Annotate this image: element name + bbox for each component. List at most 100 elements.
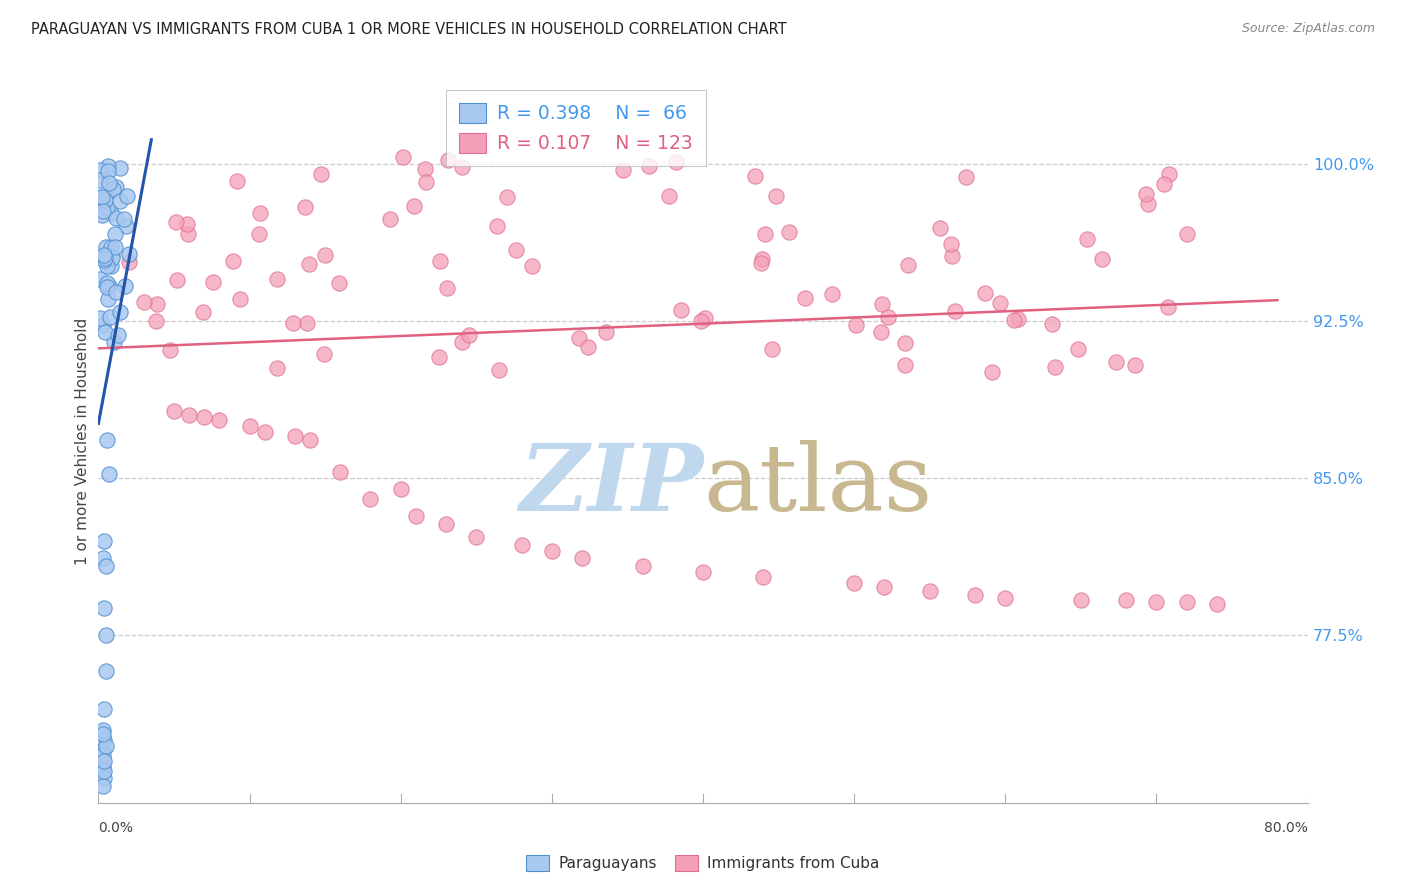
Point	[897, 258, 920, 272]
Text: atlas: atlas	[703, 440, 932, 530]
Point	[98, 467, 121, 481]
Point	[1177, 227, 1199, 242]
Point	[108, 161, 131, 175]
Point	[457, 328, 479, 343]
Point	[434, 517, 457, 532]
Point	[360, 492, 382, 507]
Point	[744, 169, 766, 184]
Point	[943, 303, 966, 318]
Point	[994, 591, 1017, 605]
Point	[159, 343, 181, 357]
Point	[97, 292, 120, 306]
Y-axis label: 1 or more Vehicles in Household: 1 or more Vehicles in Household	[75, 318, 90, 566]
Point	[693, 311, 716, 326]
Point	[1157, 167, 1180, 181]
Point	[132, 295, 155, 310]
Point	[312, 346, 335, 360]
Point	[1067, 342, 1090, 356]
Point	[765, 188, 787, 202]
Point	[93, 534, 115, 549]
Point	[1007, 311, 1029, 326]
Point	[980, 365, 1002, 379]
Point	[778, 225, 800, 239]
Point	[91, 760, 114, 774]
Point	[870, 297, 893, 311]
Point	[402, 199, 425, 213]
Point	[793, 292, 815, 306]
Point	[576, 340, 599, 354]
Point	[101, 251, 124, 265]
Point	[165, 214, 187, 228]
Point	[761, 343, 783, 357]
Point	[117, 254, 139, 268]
Point	[93, 318, 115, 333]
Point	[540, 544, 562, 558]
Point	[1206, 597, 1229, 611]
Point	[314, 248, 336, 262]
Point	[465, 530, 488, 544]
Point	[941, 249, 963, 263]
Point	[389, 482, 412, 496]
Point	[93, 253, 115, 268]
Point	[100, 249, 122, 263]
Point	[451, 161, 474, 175]
Point	[89, 162, 111, 177]
Text: 80.0%: 80.0%	[1264, 821, 1308, 835]
Point	[89, 173, 111, 187]
Point	[112, 212, 135, 227]
Text: Source: ZipAtlas.com: Source: ZipAtlas.com	[1241, 22, 1375, 36]
Point	[91, 204, 114, 219]
Point	[96, 276, 118, 290]
Point	[845, 318, 868, 332]
Point	[94, 251, 117, 265]
Point	[413, 162, 436, 177]
Point	[100, 239, 122, 253]
Point	[692, 566, 714, 580]
Legend: R = 0.398    N =  66, R = 0.107    N = 123: R = 0.398 N = 66, R = 0.107 N = 123	[446, 90, 706, 166]
Point	[988, 296, 1011, 310]
Point	[309, 167, 332, 181]
Point	[266, 272, 288, 286]
Point	[297, 257, 319, 271]
Point	[253, 425, 276, 439]
Point	[485, 219, 508, 233]
Point	[163, 404, 186, 418]
Point	[658, 189, 681, 203]
Point	[754, 227, 776, 241]
Point	[179, 409, 201, 423]
Point	[93, 194, 115, 208]
Point	[114, 278, 136, 293]
Point	[752, 569, 775, 583]
Point	[1135, 186, 1157, 201]
Text: ZIP: ZIP	[519, 440, 703, 530]
Legend: Paraguayans, Immigrants from Cuba: Paraguayans, Immigrants from Cuba	[520, 849, 886, 877]
Point	[1115, 592, 1137, 607]
Point	[520, 259, 543, 273]
Point	[96, 260, 118, 274]
Point	[118, 246, 141, 260]
Point	[631, 559, 654, 574]
Point	[98, 310, 121, 325]
Point	[107, 327, 129, 342]
Point	[96, 200, 118, 214]
Point	[1070, 592, 1092, 607]
Point	[284, 429, 307, 443]
Point	[488, 363, 510, 377]
Point	[176, 218, 198, 232]
Point	[94, 664, 117, 678]
Point	[612, 163, 634, 178]
Point	[115, 189, 138, 203]
Point	[191, 305, 214, 319]
Point	[876, 310, 898, 324]
Point	[94, 326, 117, 340]
Point	[108, 305, 131, 319]
Point	[918, 584, 941, 599]
Point	[146, 296, 169, 310]
Point	[294, 200, 316, 214]
Point	[427, 350, 450, 364]
Point	[93, 248, 115, 262]
Point	[496, 190, 519, 204]
Point	[166, 272, 188, 286]
Point	[91, 208, 114, 222]
Point	[89, 272, 111, 286]
